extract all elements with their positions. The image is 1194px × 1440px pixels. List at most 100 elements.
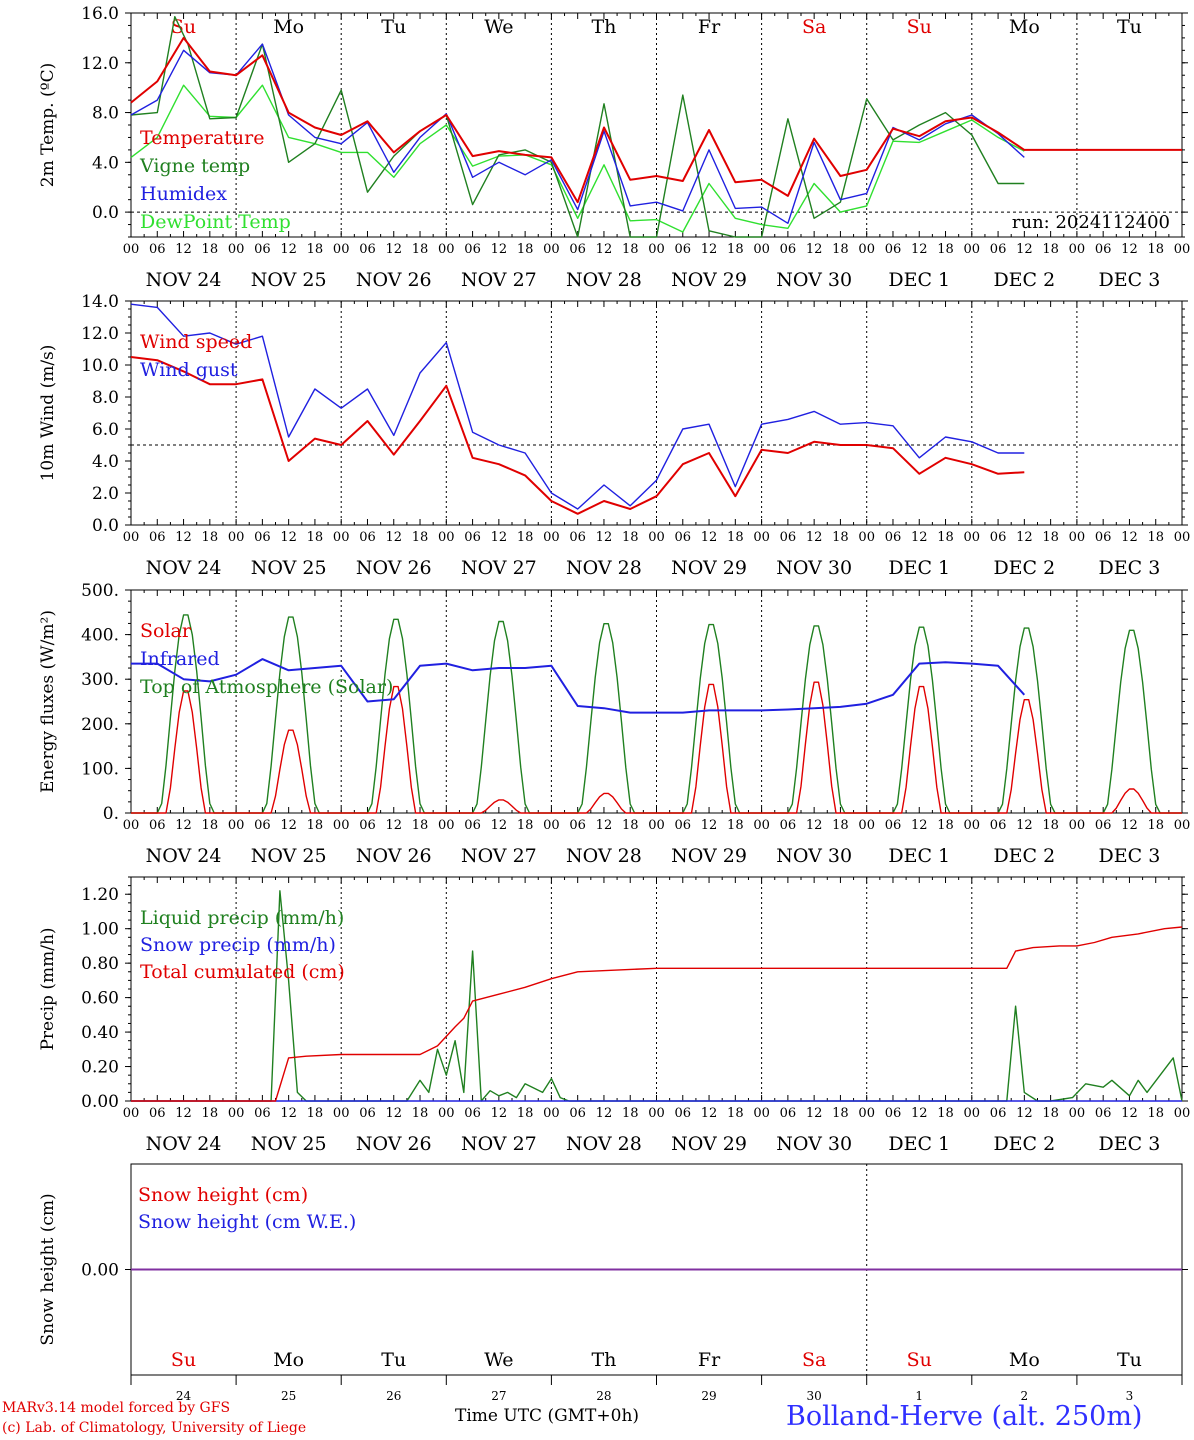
legend-entry: DewPoint Temp <box>140 211 291 233</box>
day-label: NOV 30 <box>776 1133 852 1155</box>
day-label: NOV 25 <box>251 557 327 579</box>
weekday-label: Mo <box>1009 1349 1040 1371</box>
x-tick-label: 12 <box>280 1106 297 1121</box>
x-tick-label: 06 <box>1095 1106 1112 1121</box>
weekday-label: Fr <box>698 1349 721 1371</box>
x-tick-label: 18 <box>1042 530 1059 545</box>
x-tick-label: 06 <box>675 242 692 257</box>
x-tick-label: 18 <box>937 818 954 833</box>
x-tick-label: 18 <box>622 530 639 545</box>
x-tick-label: 00 <box>543 530 560 545</box>
x-tick-label: 12 <box>491 530 508 545</box>
x-tick-label: 00 <box>1174 818 1191 833</box>
x-tick-label: 12 <box>806 1106 823 1121</box>
x-tick-label: 12 <box>1016 1106 1033 1121</box>
x-tick-label: 12 <box>491 1106 508 1121</box>
x-tick-label: 12 <box>385 242 402 257</box>
x-tick-label: 12 <box>1016 530 1033 545</box>
x-tick-label: 12 <box>280 530 297 545</box>
day-label: NOV 24 <box>146 269 222 291</box>
x-tick-label: 12 <box>1016 242 1033 257</box>
weekday-label: Mo <box>273 1349 304 1371</box>
x-tick-label: 18 <box>202 1106 219 1121</box>
day-label: NOV 28 <box>566 1133 642 1155</box>
x-tick-label: 00 <box>543 1106 560 1121</box>
y-tick-label: 16.0 <box>81 4 119 24</box>
x-tick-label: 06 <box>149 818 166 833</box>
day-label: NOV 24 <box>146 557 222 579</box>
x-tick-label: 18 <box>307 818 324 833</box>
x-tick-label: 00 <box>543 818 560 833</box>
y-tick-label: 12.0 <box>81 54 119 74</box>
x-tick-label: 00 <box>333 242 350 257</box>
day-label: NOV 30 <box>776 845 852 867</box>
legend-entry: Wind speed <box>140 331 252 353</box>
x-tick-label: 00 <box>858 530 875 545</box>
run-annotation: run: 2024112400 <box>1012 212 1170 233</box>
x-tick-label: 06 <box>149 1106 166 1121</box>
x-tick-label: 06 <box>675 818 692 833</box>
y-tick-label: 12.0 <box>81 324 119 344</box>
x-tick-label: 06 <box>990 530 1007 545</box>
x-tick-label: 06 <box>1095 530 1112 545</box>
x-tick-label: 12 <box>1121 530 1138 545</box>
x-tick-label: 12 <box>491 242 508 257</box>
day-label: NOV 29 <box>671 557 747 579</box>
weekday-label: Tu <box>381 16 406 38</box>
weekday-label: We <box>484 16 513 38</box>
x-tick-label: 06 <box>254 242 271 257</box>
legend-entry: Liquid precip (mm/h) <box>140 907 344 929</box>
x-axis-title: Time UTC (GMT+0h) <box>455 1406 640 1426</box>
y-tick-label: 0. <box>103 804 119 824</box>
weekday-label: Mo <box>273 16 304 38</box>
x-tick-label: 12 <box>911 242 928 257</box>
x-tick-label: 00 <box>753 818 770 833</box>
x-tick-label: 18 <box>202 530 219 545</box>
x-tick-label: 06 <box>359 818 376 833</box>
series-line <box>131 681 1182 814</box>
x-tick-label: 06 <box>464 530 481 545</box>
x-tick-label: 12 <box>491 818 508 833</box>
day-number-label: 30 <box>807 1389 822 1403</box>
x-tick-label: 12 <box>806 818 823 833</box>
x-tick-label: 12 <box>385 818 402 833</box>
y-tick-label: 400. <box>81 626 119 646</box>
day-label: NOV 25 <box>251 1133 327 1155</box>
x-tick-label: 18 <box>727 818 744 833</box>
x-tick-label: 06 <box>254 530 271 545</box>
day-label: DEC 1 <box>888 269 950 291</box>
legend-entry: Infrared <box>140 648 220 670</box>
x-tick-label: 18 <box>937 242 954 257</box>
x-tick-label: 12 <box>1121 1106 1138 1121</box>
y-tick-label: 200. <box>81 715 119 735</box>
model-credit: MARv3.14 model forced by GFS <box>2 1400 231 1416</box>
legend-entry: Temperature <box>140 127 264 149</box>
weekday-label: Sa <box>802 1349 826 1371</box>
x-tick-label: 00 <box>753 530 770 545</box>
x-tick-label: 12 <box>596 1106 613 1121</box>
x-tick-label: 00 <box>438 1106 455 1121</box>
x-tick-label: 00 <box>1069 1106 1086 1121</box>
x-tick-label: 12 <box>596 818 613 833</box>
day-label: NOV 27 <box>461 845 537 867</box>
x-tick-label: 12 <box>911 818 928 833</box>
weekday-label: Sa <box>802 16 826 38</box>
x-tick-label: 12 <box>701 242 718 257</box>
day-number-label: 3 <box>1126 1389 1134 1403</box>
x-tick-label: 06 <box>254 818 271 833</box>
x-tick-label: 18 <box>1042 818 1059 833</box>
day-number-label: 25 <box>281 1389 296 1403</box>
day-label: NOV 28 <box>566 845 642 867</box>
weekday-label: Tu <box>381 1349 406 1371</box>
x-tick-label: 12 <box>280 818 297 833</box>
x-tick-label: 00 <box>964 242 981 257</box>
x-tick-label: 00 <box>858 818 875 833</box>
x-tick-label: 06 <box>359 530 376 545</box>
series-line <box>131 926 1183 1102</box>
x-tick-label: 18 <box>727 242 744 257</box>
y-tick-label: 4.0 <box>92 452 119 472</box>
x-tick-label: 06 <box>569 1106 586 1121</box>
series-line <box>130 356 1025 515</box>
x-tick-label: 00 <box>333 1106 350 1121</box>
y-tick-label: 8.0 <box>92 104 119 124</box>
